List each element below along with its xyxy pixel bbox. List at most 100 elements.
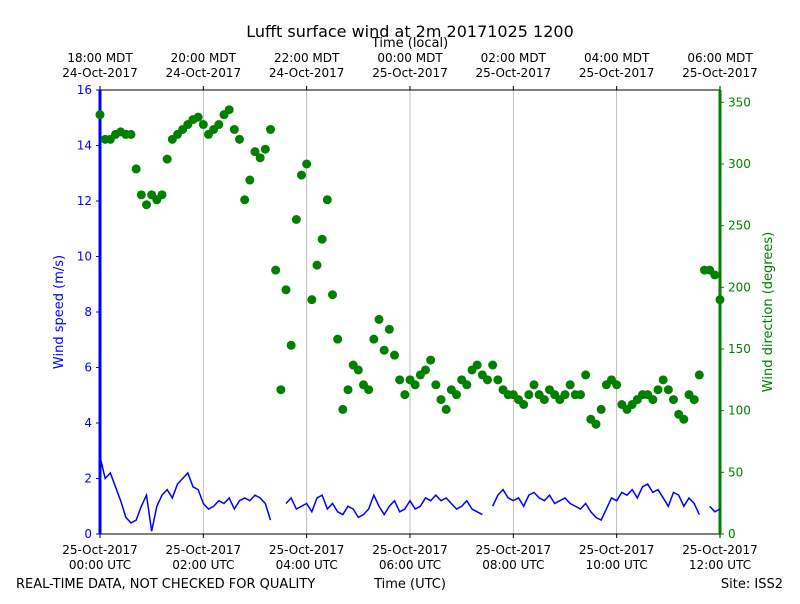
direction-point bbox=[162, 154, 172, 164]
tick-label-line: 18:00 MDT bbox=[67, 51, 133, 65]
y-tick-label: 16 bbox=[77, 83, 92, 97]
direction-point bbox=[421, 365, 430, 375]
direction-point bbox=[472, 360, 482, 370]
direction-point bbox=[483, 375, 492, 385]
y-axis-label: Wind speed (m/s) bbox=[52, 255, 67, 369]
direction-point bbox=[193, 112, 203, 122]
direction-point bbox=[338, 404, 348, 414]
tick-label-line: 25-Oct-2017 bbox=[372, 66, 448, 80]
top-axis-label: Time (local) bbox=[371, 36, 448, 51]
x2-tick-label: 20:00 MDT 24-Oct-2017 bbox=[166, 51, 242, 80]
tick-label-line: 25-Oct-2017 bbox=[62, 543, 138, 557]
direction-point bbox=[281, 285, 291, 295]
y2-tick-label: 250 bbox=[728, 219, 751, 233]
x-tick-label: 25-Oct-2017 00:00 UTC bbox=[62, 543, 138, 572]
direction-point bbox=[312, 260, 322, 270]
direction-point bbox=[198, 120, 208, 130]
y-tick-label: 14 bbox=[77, 139, 92, 153]
y2-tick-label: 50 bbox=[728, 465, 743, 479]
y2-tick-label: 150 bbox=[728, 342, 751, 356]
direction-point bbox=[286, 340, 296, 350]
direction-point bbox=[95, 110, 105, 120]
direction-point bbox=[271, 265, 281, 275]
direction-point bbox=[488, 360, 498, 370]
direction-point bbox=[245, 175, 255, 185]
tick-label-line: 25-Oct-2017 bbox=[166, 543, 242, 557]
direction-point bbox=[229, 124, 239, 134]
direction-point bbox=[390, 350, 399, 360]
y-tick-label: 0 bbox=[84, 527, 92, 541]
tick-label-line: 25-Oct-2017 bbox=[579, 543, 655, 557]
direction-point bbox=[565, 380, 575, 390]
y2-axis-label: Wind direction (degrees) bbox=[761, 232, 776, 392]
direction-point bbox=[369, 334, 379, 344]
chart-title: Lufft surface wind at 2m 20171025 1200 bbox=[246, 22, 574, 41]
tick-label-line: 25-Oct-2017 bbox=[372, 543, 448, 557]
x2-tick-label: 18:00 MDT 24-Oct-2017 bbox=[62, 51, 138, 80]
direction-point bbox=[297, 170, 306, 180]
y2-tick-label: 300 bbox=[728, 157, 751, 171]
y-tick-label: 4 bbox=[84, 416, 92, 430]
tick-label-line: 24-Oct-2017 bbox=[62, 66, 138, 80]
tick-label-line: 06:00 MDT bbox=[687, 51, 753, 65]
direction-point bbox=[302, 159, 312, 169]
tick-label-line: 12:00 UTC bbox=[689, 558, 751, 572]
y-tick-label: 2 bbox=[84, 472, 92, 486]
y2-tick-label: 0 bbox=[728, 527, 736, 541]
direction-point bbox=[493, 375, 503, 385]
direction-point bbox=[255, 153, 265, 163]
direction-point bbox=[431, 380, 441, 390]
tick-label-line: 00:00 UTC bbox=[69, 558, 131, 572]
direction-point bbox=[142, 200, 151, 210]
tick-label-line: 25-Oct-2017 bbox=[579, 66, 655, 80]
direction-point bbox=[539, 395, 549, 405]
direction-point bbox=[663, 385, 673, 395]
tick-label-line: 24-Oct-2017 bbox=[166, 66, 242, 80]
direction-point bbox=[291, 215, 301, 224]
tick-label-line: 22:00 MDT bbox=[274, 51, 340, 65]
direction-point bbox=[214, 120, 224, 130]
direction-point bbox=[596, 404, 606, 414]
direction-point bbox=[379, 345, 389, 355]
x2-tick-label: 22:00 MDT 24-Oct-2017 bbox=[269, 51, 345, 80]
x2-tick-label: 02:00 MDT 25-Oct-2017 bbox=[476, 51, 552, 80]
tick-label-line: 24-Oct-2017 bbox=[269, 66, 345, 80]
direction-point bbox=[529, 380, 539, 390]
y2-tick-label: 350 bbox=[728, 95, 751, 109]
direction-point bbox=[648, 395, 658, 405]
tick-label-line: 20:00 MDT bbox=[171, 51, 237, 65]
direction-point bbox=[441, 404, 451, 414]
direction-point bbox=[612, 380, 622, 390]
direction-point bbox=[126, 129, 136, 139]
direction-point bbox=[276, 385, 286, 395]
tick-label-line: 25-Oct-2017 bbox=[682, 543, 758, 557]
y-tick-label: 10 bbox=[77, 250, 92, 264]
y-tick-label: 6 bbox=[84, 361, 92, 375]
x-tick-label: 25-Oct-2017 12:00 UTC bbox=[682, 543, 758, 572]
direction-point bbox=[364, 385, 374, 395]
direction-point bbox=[395, 375, 405, 385]
direction-point bbox=[157, 190, 167, 200]
direction-point bbox=[462, 380, 472, 390]
direction-point bbox=[658, 375, 668, 385]
tick-label-line: 25-Oct-2017 bbox=[269, 543, 345, 557]
speed-line bbox=[99, 456, 721, 532]
tick-label-line: 04:00 MDT bbox=[584, 51, 650, 65]
x-tick-label: 25-Oct-2017 04:00 UTC bbox=[269, 543, 345, 572]
footer-site: Site: ISS2 bbox=[721, 577, 783, 592]
tick-label-line: 25-Oct-2017 bbox=[682, 66, 758, 80]
direction-point bbox=[715, 295, 725, 305]
tick-label-line: 10:00 UTC bbox=[586, 558, 648, 572]
direction-point bbox=[353, 365, 363, 375]
direction-point bbox=[333, 334, 343, 344]
direction-point bbox=[307, 295, 317, 305]
direction-point bbox=[400, 390, 410, 400]
x2-tick-label: 06:00 MDT 25-Oct-2017 bbox=[682, 51, 758, 80]
direction-point bbox=[410, 380, 420, 390]
y-tick-label: 8 bbox=[84, 305, 92, 319]
tick-label-line: 08:00 UTC bbox=[482, 558, 544, 572]
direction-point bbox=[452, 390, 461, 400]
direction-point bbox=[653, 385, 663, 395]
